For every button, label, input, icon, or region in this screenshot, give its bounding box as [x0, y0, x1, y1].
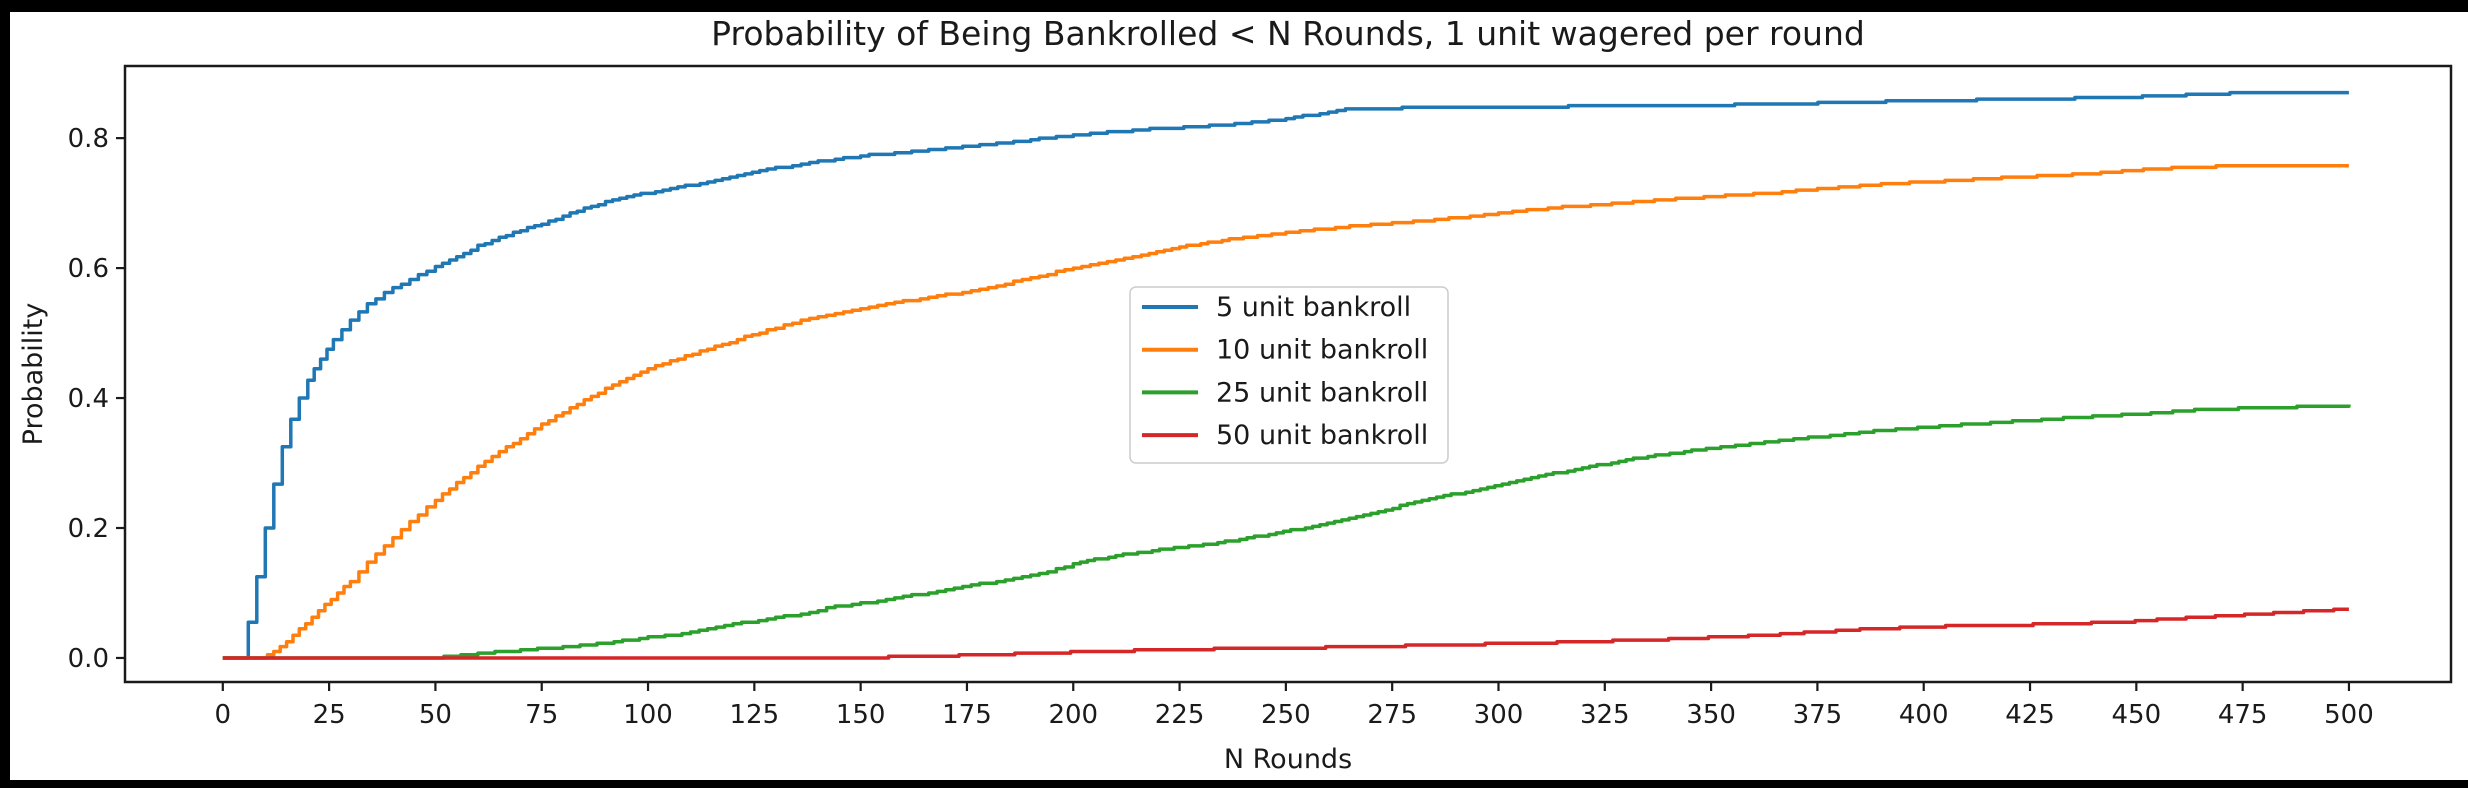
x-axis-label: N Rounds	[1224, 744, 1352, 775]
x-tick-label: 300	[1474, 700, 1524, 730]
x-tick-label: 75	[525, 700, 558, 730]
y-tick-label: 0.0	[68, 644, 109, 674]
x-tick-label: 350	[1686, 700, 1736, 730]
x-tick-label: 250	[1261, 700, 1311, 730]
legend-box	[1129, 286, 1449, 464]
x-tick-label: 375	[1793, 700, 1843, 730]
chart-title: Probability of Being Bankrolled < N Roun…	[711, 14, 1865, 53]
x-tick-label: 25	[313, 700, 346, 730]
x-tick-label: 150	[836, 700, 886, 730]
y-tick-label: 0.6	[68, 254, 109, 284]
series-line-10-unit-bankroll	[222, 163, 2349, 660]
x-tick-label: 175	[942, 700, 992, 730]
x-tick-label: 400	[1899, 700, 1949, 730]
x-tick-label: 475	[2218, 700, 2268, 730]
y-axis-label: Probability	[18, 303, 49, 446]
x-tick-label: 500	[2324, 700, 2374, 730]
x-tick-label: 425	[2005, 700, 2055, 730]
axes-spines	[123, 64, 2453, 684]
legend-label-25-unit-bankroll: 25 unit bankroll	[1216, 377, 1428, 408]
legend-label-50-unit-bankroll: 50 unit bankroll	[1216, 420, 1428, 451]
x-tick-label: 50	[419, 700, 452, 730]
series-line-5-unit-bankroll	[222, 90, 2349, 660]
legend-label-5-unit-bankroll: 5 unit bankroll	[1216, 292, 1411, 323]
series-line-50-unit-bankroll	[222, 607, 2349, 660]
legend-label-10-unit-bankroll: 10 unit bankroll	[1216, 335, 1428, 366]
x-tick-label: 450	[2112, 700, 2162, 730]
x-tick-label: 275	[1367, 700, 1417, 730]
series-line-25-unit-bankroll	[222, 404, 2351, 660]
x-tick-label: 0	[215, 700, 232, 730]
y-tick-label: 0.4	[68, 384, 109, 414]
plot-area: 0 25 50 75 100 125 150 175 200 225 250 275 300 325 350…	[68, 64, 2453, 730]
y-tick-label: 0.8	[68, 124, 109, 154]
y-tick-label: 0.2	[68, 514, 109, 544]
x-tick-label: 200	[1048, 700, 1098, 730]
x-tick-label: 125	[730, 700, 780, 730]
x-tick-label: 225	[1155, 700, 1205, 730]
x-tick-label: 325	[1580, 700, 1630, 730]
x-tick-label: 100	[623, 700, 673, 730]
